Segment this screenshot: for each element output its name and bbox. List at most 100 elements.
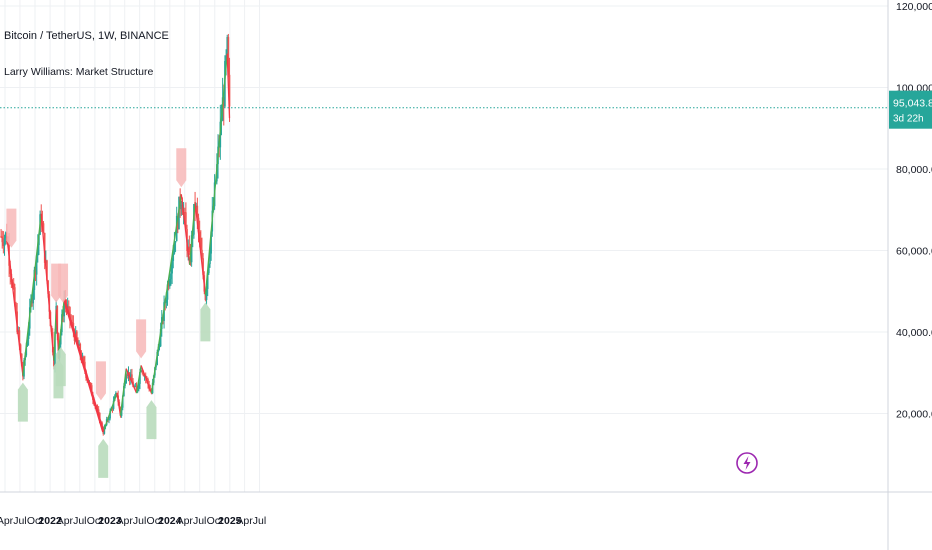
swing-low-marker <box>200 302 211 342</box>
candle-body <box>14 287 16 306</box>
time-tick-label: 2022 <box>38 515 62 527</box>
candle-body <box>0 236 2 238</box>
candle <box>188 235 191 255</box>
candle-body <box>167 284 170 287</box>
structure-segment <box>6 236 24 376</box>
time-tick-label: 2024 <box>158 515 182 527</box>
price-axis[interactable]: 20,000.0040,000.0060,000.0080,000.00100,… <box>887 0 932 550</box>
time-tick-label: Oct <box>147 515 163 527</box>
candle-body <box>109 410 111 419</box>
candle-body <box>188 246 191 253</box>
structure-segment-major <box>63 299 105 433</box>
structure-segment <box>180 194 191 265</box>
candle-body <box>172 253 175 261</box>
candle-body <box>120 407 123 416</box>
candle-body <box>166 284 169 300</box>
candle-body <box>146 378 148 380</box>
candle <box>109 408 111 421</box>
candle-body <box>67 306 70 308</box>
candle-body <box>2 242 5 247</box>
candle-body <box>76 331 78 340</box>
candle-body <box>206 273 209 289</box>
structure-segment <box>204 53 228 296</box>
candle-body <box>131 374 133 382</box>
time-tick-label: 2025 <box>218 515 242 527</box>
swing-high-marker <box>136 319 147 359</box>
candle <box>3 234 6 256</box>
time-tick-label: Apr <box>177 515 194 527</box>
candle-body <box>202 258 204 276</box>
candle-body <box>205 288 208 300</box>
candle <box>1 230 4 249</box>
lightning-icon[interactable] <box>736 452 758 474</box>
candle-body <box>147 379 149 385</box>
candle-body <box>177 215 179 230</box>
candle <box>171 258 173 284</box>
swing-high-marker <box>176 148 187 188</box>
candle <box>12 278 15 290</box>
candle <box>131 368 133 382</box>
swing-high-marker <box>58 263 69 303</box>
swing-high-marker <box>6 208 17 248</box>
structure-segment <box>150 194 182 394</box>
candle-body <box>208 264 210 274</box>
candle-body <box>34 269 37 275</box>
time-tick-label: Jul <box>193 515 206 527</box>
candle-body <box>181 204 184 215</box>
structure-segment <box>22 213 42 376</box>
candle-body <box>15 305 17 312</box>
time-tick-label: Jul <box>253 515 266 527</box>
indicator-title[interactable]: Larry Williams: Market Structure <box>4 66 154 78</box>
candle-body <box>134 386 137 388</box>
structure-segment <box>55 309 60 353</box>
candle-body <box>180 204 183 210</box>
swing-low-marker <box>55 347 66 387</box>
candle-body <box>18 330 21 345</box>
candle <box>138 382 140 392</box>
structure-segment <box>226 53 231 119</box>
candle-body <box>183 212 186 214</box>
candle-body <box>210 231 212 254</box>
time-tick-label: Apr <box>236 515 253 527</box>
structure-segment <box>140 365 153 394</box>
candle-body <box>227 37 230 75</box>
candle-body <box>170 273 172 280</box>
structure-markers <box>6 148 211 478</box>
candle-body <box>225 55 227 62</box>
candle-body <box>4 232 7 239</box>
candle-body <box>108 418 110 421</box>
candle-body <box>82 356 85 362</box>
swing-low-marker <box>98 438 109 478</box>
swing-high-marker <box>95 361 106 401</box>
candle-body <box>200 237 202 250</box>
price-badge-box <box>889 90 932 129</box>
candle-body <box>32 289 35 304</box>
price-tick-label: 40,000.00 <box>896 327 932 339</box>
candle-body <box>112 400 115 409</box>
candle-body <box>78 344 80 346</box>
price-tick-label: 80,000.00 <box>896 164 932 176</box>
candle-body <box>38 234 40 246</box>
candle-body <box>195 205 198 207</box>
candle-body <box>71 321 74 323</box>
candle-body <box>37 245 39 256</box>
candle-body <box>141 370 144 373</box>
time-tick-label: Apr <box>0 515 14 527</box>
candle <box>169 273 171 289</box>
time-tick-label: Oct <box>207 515 223 527</box>
candle-body <box>12 282 15 288</box>
candle-body <box>209 253 211 265</box>
candle-body <box>196 205 199 218</box>
candle-body <box>42 223 45 233</box>
candle-body <box>158 346 161 348</box>
symbol-title[interactable]: Bitcoin / TetherUS, 1W, BINANCE <box>4 30 169 42</box>
time-tick-label: 2023 <box>98 515 122 527</box>
candle-body <box>198 231 201 238</box>
structure-segment <box>102 392 118 433</box>
candle <box>201 237 203 260</box>
candle-body <box>159 328 162 347</box>
price-tick-label: 120,000.00 <box>896 1 932 13</box>
candle-body <box>201 249 203 259</box>
